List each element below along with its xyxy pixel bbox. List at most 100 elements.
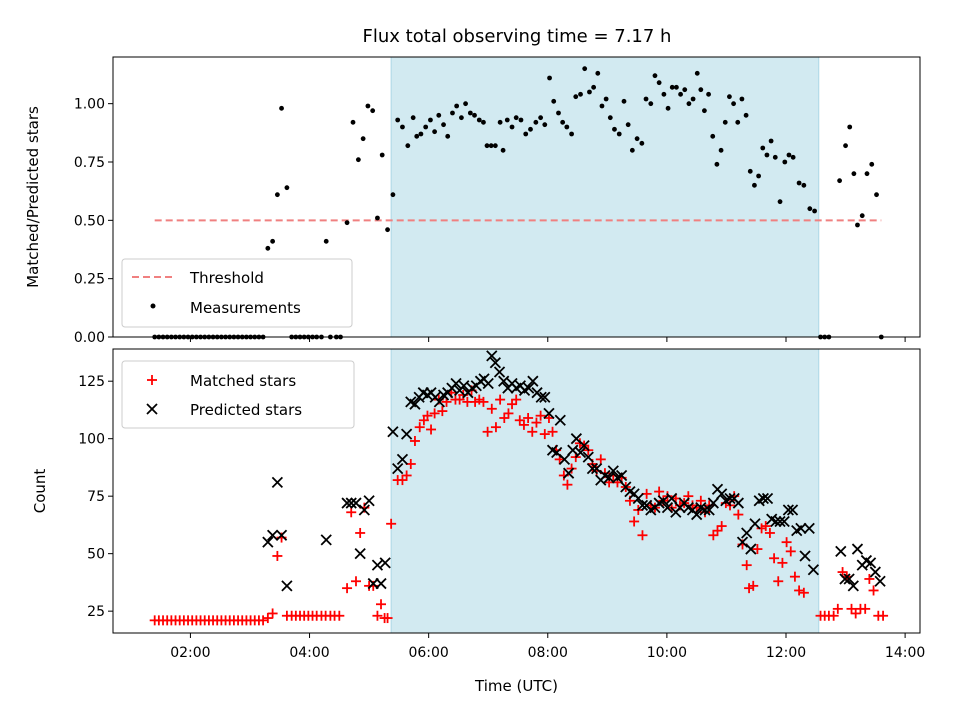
measurement-point [843, 143, 848, 149]
measurement-point [547, 75, 552, 81]
predicted-point [761, 492, 774, 505]
top-y-axis: 0.00 0.25 0.50 0.75 1.00 [74, 97, 113, 346]
top-axes-frame [112, 56, 921, 338]
top-y-tick-label: 0.50 [74, 213, 105, 229]
predicted-point [703, 504, 715, 516]
predicted-point [864, 557, 877, 569]
top-legend: Threshold Measurements [121, 258, 353, 328]
measurement-point [686, 101, 692, 107]
measurement-point [807, 206, 813, 212]
predicted-point [482, 377, 494, 390]
measurement-point [274, 192, 280, 198]
matched-point [741, 560, 752, 571]
matched-point [350, 576, 361, 587]
top-legend-box [121, 258, 353, 328]
predicted-point [350, 497, 362, 509]
matched-point [850, 608, 861, 619]
predicted-point [354, 548, 366, 560]
measurement-point [643, 96, 649, 102]
measurement-point [599, 103, 605, 109]
matched-point [372, 610, 383, 621]
matched-point [860, 603, 871, 614]
measurement-point [768, 138, 774, 144]
measurement-point [656, 80, 662, 86]
predicted-point [396, 453, 409, 466]
predicted-point [554, 414, 566, 426]
measurement-point [722, 119, 728, 125]
matched-point [785, 546, 796, 557]
predicted-point [271, 476, 284, 489]
predicted-point [409, 398, 421, 410]
predicted-point [691, 508, 703, 521]
measurement-point [694, 70, 700, 76]
predicted-point [543, 407, 555, 420]
measurement-point [432, 129, 438, 135]
predicted-point [749, 518, 761, 530]
predicted-point [578, 439, 590, 452]
legend-predicted-swatch [146, 403, 158, 415]
bottom-y-tick-label: 25 [87, 604, 105, 620]
predicted-point [843, 573, 855, 585]
matched-point [828, 610, 839, 621]
measurement-point [523, 131, 529, 137]
measurement-point [509, 124, 515, 130]
x-axis-label: Time (UTC) [474, 677, 558, 695]
predicted-point [757, 492, 770, 505]
predicted-point [433, 396, 446, 408]
measurement-point [706, 91, 711, 97]
predicted-point [574, 446, 587, 459]
predicted-point [363, 495, 375, 507]
predicted-point [874, 575, 886, 587]
predicted-point [590, 462, 603, 475]
measurement-point [777, 199, 783, 205]
bottom-legend-box [121, 360, 355, 429]
measurement-point [727, 94, 732, 100]
measurement-point [350, 119, 356, 125]
matched-point [267, 608, 278, 619]
matched-point [535, 410, 546, 421]
measurement-point [690, 96, 696, 102]
predicted-point [632, 492, 644, 505]
predicted-point [341, 497, 353, 509]
measurement-point [648, 101, 654, 107]
predicted-point [807, 564, 820, 576]
measurement-point [591, 84, 597, 90]
predicted-point [371, 559, 384, 571]
measurement-point [497, 119, 503, 125]
matched-point [773, 576, 784, 587]
chart-title: Flux total observing time = 7.17 h [363, 26, 672, 47]
measurement-point [459, 115, 464, 121]
matched-point [695, 495, 706, 506]
matched-point [878, 610, 889, 621]
measurement-point [390, 192, 396, 198]
matched-point [355, 527, 366, 538]
measurement-point [786, 152, 792, 158]
measurement-point [612, 126, 617, 132]
matched-point [346, 507, 357, 518]
matched-point [437, 406, 448, 417]
predicted-point [741, 527, 753, 539]
measurement-point [847, 124, 853, 130]
measurement-point [859, 213, 865, 219]
measurement-point [560, 119, 566, 125]
measurement-point [698, 87, 704, 93]
measurement-point [587, 89, 592, 95]
matched-point [629, 516, 640, 527]
measurement-point [405, 143, 411, 149]
measurement-point [864, 171, 870, 177]
predicted-point [527, 375, 539, 387]
measurement-point [756, 173, 761, 179]
measurement-point [718, 147, 724, 153]
predicted-point [535, 391, 547, 403]
predicted-point [707, 497, 719, 509]
measurement-point [513, 115, 519, 121]
measurement-point [760, 145, 766, 151]
measurement-point [629, 147, 635, 153]
predicted-point [607, 465, 619, 477]
matched-point [733, 509, 744, 520]
legend-matched-swatch [147, 375, 157, 385]
bottom-y-axis: 25 50 75 100 125 [78, 374, 113, 620]
bottom-panel-counts: 25 50 75 100 125 02:00 04:00 06:00 08:00 10:00 12… [31, 348, 925, 695]
measurement-point [533, 119, 539, 125]
